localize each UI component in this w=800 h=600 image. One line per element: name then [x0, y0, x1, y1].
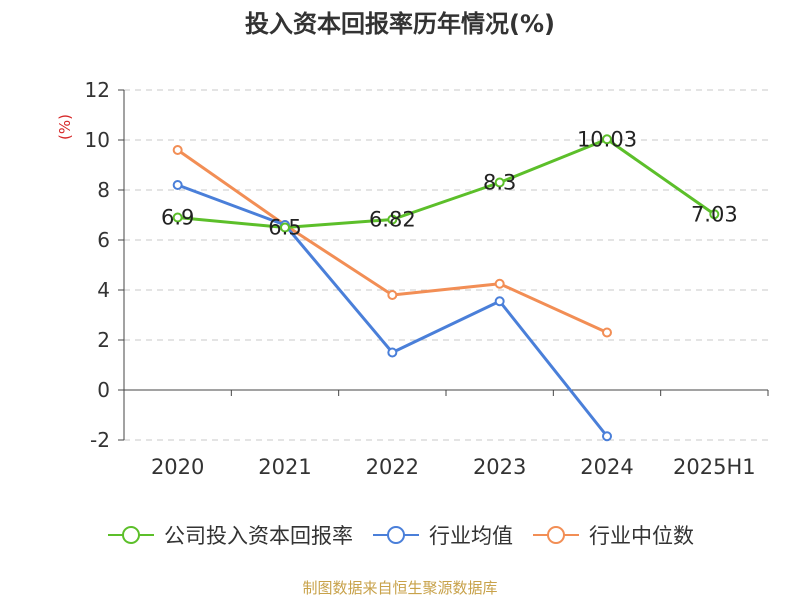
data-point — [172, 212, 183, 223]
series-line — [176, 148, 608, 334]
x-tick-label: 2021 — [258, 455, 311, 479]
data-label: 6.82 — [369, 208, 416, 232]
y-tick-label: 12 — [85, 78, 110, 102]
x-tick-label: 2022 — [366, 455, 419, 479]
data-point — [494, 278, 505, 289]
legend-marker-green — [108, 526, 154, 544]
data-point — [709, 209, 720, 220]
y-tick-label: 8 — [97, 178, 110, 202]
x-tick-label: 2020 — [151, 455, 204, 479]
x-tick-label: 2023 — [473, 455, 526, 479]
data-label: 7.03 — [691, 202, 738, 226]
data-point — [387, 214, 398, 225]
x-tick-label: 2025H1 — [673, 455, 756, 479]
data-point — [387, 290, 398, 300]
grid-lines — [124, 89, 768, 441]
y-tick-label: 0 — [97, 378, 110, 402]
data-point — [602, 134, 612, 145]
legend-marker-blue — [373, 526, 419, 544]
legend-label-industry-mean: 行业均值 — [429, 524, 513, 548]
data-point — [172, 145, 183, 155]
data-point — [602, 327, 612, 338]
data-point — [172, 180, 183, 190]
y-tick-label: 6 — [97, 228, 110, 252]
data-point — [494, 177, 505, 188]
legend-marker-orange — [533, 526, 579, 544]
data-point — [602, 431, 612, 442]
series-layer — [172, 134, 720, 442]
data-label: 6.5 — [268, 216, 301, 240]
y-tick-label: 2 — [97, 328, 110, 352]
y-axis-label: (%) — [56, 114, 74, 140]
data-labels: 6.9 6.5 6.82 8.3 10.03 7.03 — [161, 127, 738, 239]
y-tick-label: 4 — [97, 278, 110, 302]
axes: -2 0 2 4 6 8 10 12 2020 2021 2022 2023 2024 2025H1 (%) — [56, 78, 769, 479]
legend: 公司投入资本回报率 行业均值 行业中位数 — [0, 520, 800, 550]
legend-item-industry-mean[interactable]: 行业均值 — [371, 520, 513, 550]
legend-item-industry-median[interactable]: 行业中位数 — [531, 520, 694, 550]
data-point — [494, 296, 505, 307]
data-label: 10.03 — [577, 127, 637, 151]
data-label: 8.3 — [483, 171, 516, 195]
legend-label-company: 公司投入资本回报率 — [164, 524, 353, 548]
y-tick-label: -2 — [90, 428, 110, 452]
data-label: 6.9 — [161, 206, 194, 230]
legend-item-company[interactable]: 公司投入资本回报率 — [106, 520, 353, 550]
y-tick-label: 10 — [85, 128, 110, 152]
legend-label-industry-median: 行业中位数 — [589, 524, 694, 548]
series-line — [177, 137, 716, 229]
data-point — [280, 222, 290, 233]
x-tick-label: 2024 — [580, 455, 633, 479]
chart-title: 投入资本回报率历年情况(%) — [245, 10, 555, 38]
data-point — [387, 347, 398, 358]
data-source-note: 制图数据来自恒生聚源数据库 — [302, 579, 498, 597]
